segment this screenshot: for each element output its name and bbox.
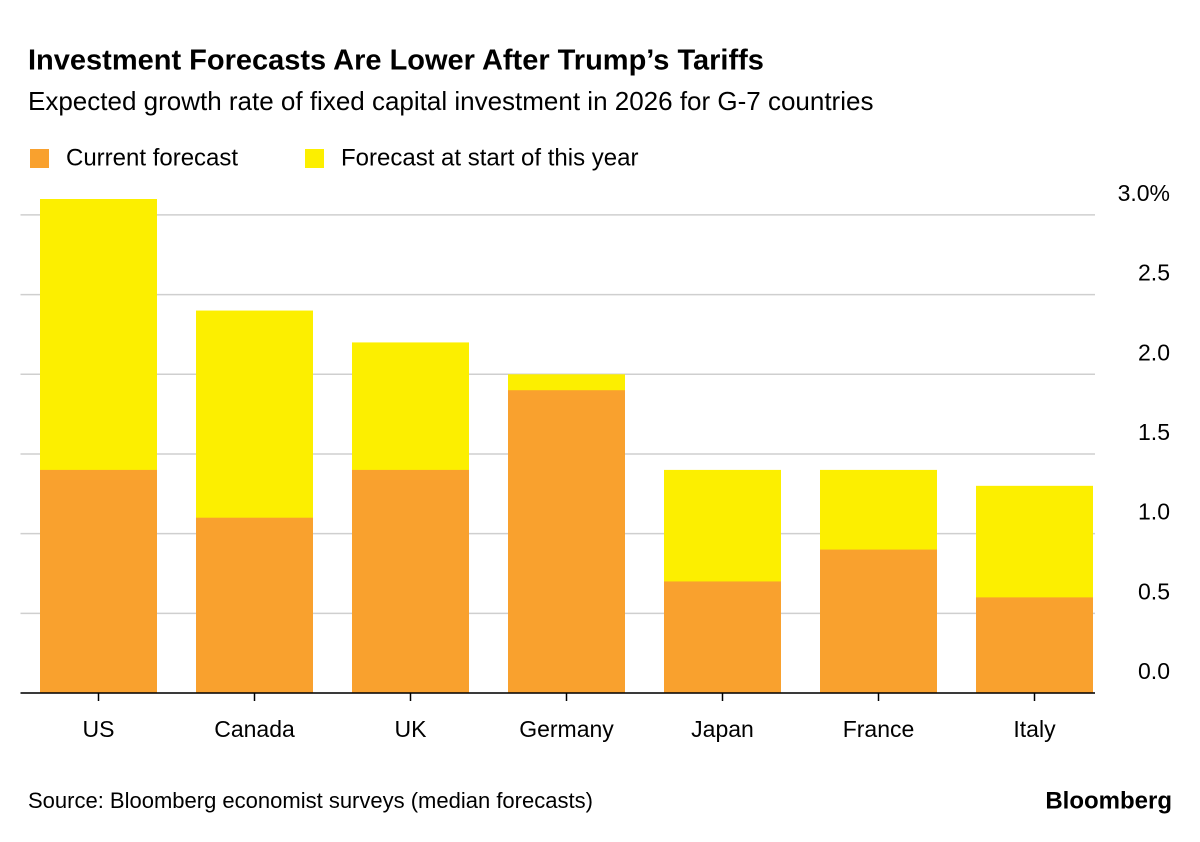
legend-label: Forecast at start of this year (341, 144, 638, 171)
x-tick-label: Canada (214, 716, 295, 742)
y-tick-label: 3.0% (1118, 180, 1170, 206)
chart-subtitle: Expected growth rate of fixed capital in… (28, 86, 873, 116)
bar (820, 549, 937, 693)
x-tick-label: France (843, 716, 915, 742)
y-tick-label: 2.5 (1138, 260, 1170, 286)
x-tick-label: Germany (519, 716, 614, 742)
legend-swatch (30, 149, 49, 168)
legend-swatch (305, 149, 324, 168)
x-tick-label: US (83, 716, 115, 742)
bar (664, 581, 781, 693)
y-tick-label: 0.5 (1138, 578, 1170, 604)
source: Source: Bloomberg economist surveys (med… (28, 788, 593, 813)
y-tick-label: 1.0 (1138, 499, 1170, 525)
y-tick-label: 0.0 (1138, 658, 1170, 684)
bar (352, 469, 469, 693)
bar (40, 469, 157, 693)
y-tick-label: 2.0 (1138, 339, 1170, 365)
x-tick-label: Italy (1013, 716, 1056, 742)
bar (976, 597, 1093, 693)
chart-title: Investment Forecasts Are Lower After Tru… (28, 45, 764, 77)
x-tick-label: Japan (691, 716, 754, 742)
brand: Bloomberg (1045, 787, 1172, 814)
bar (196, 517, 313, 693)
y-tick-label: 1.5 (1138, 419, 1170, 445)
x-tick-label: UK (395, 716, 428, 742)
bar (508, 390, 625, 693)
legend-label: Current forecast (66, 144, 238, 171)
